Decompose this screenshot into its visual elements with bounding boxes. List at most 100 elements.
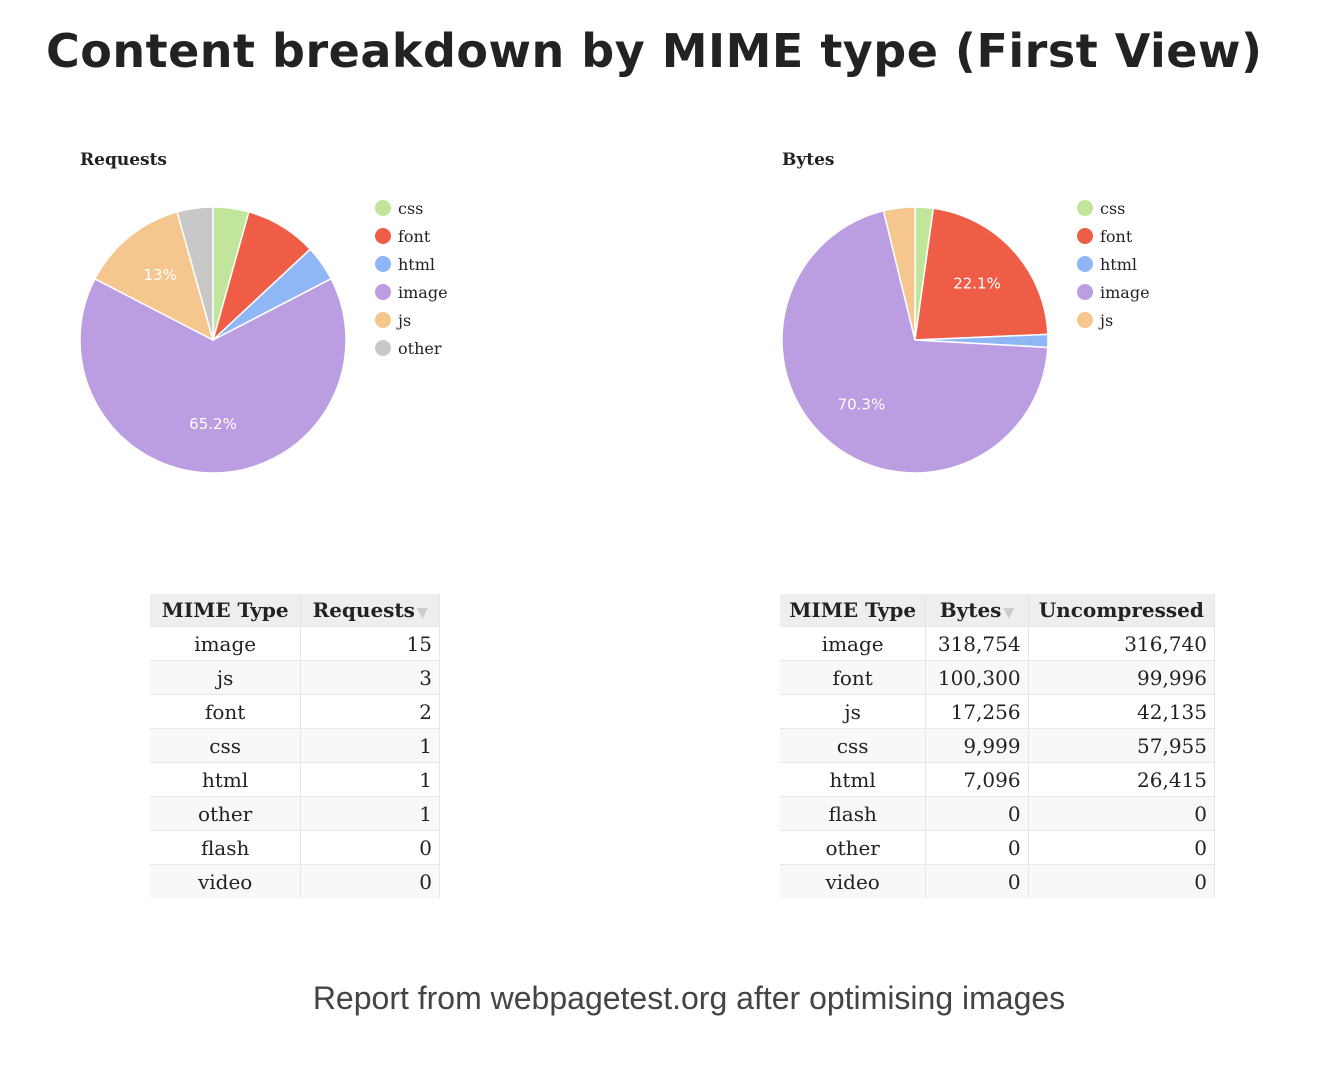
legend-item-image[interactable]: image: [1077, 278, 1150, 306]
legend-swatch-icon: [375, 256, 391, 272]
value-cell: 7,096: [925, 762, 1029, 797]
legend-item-css[interactable]: css: [1077, 194, 1150, 222]
legend-item-css[interactable]: css: [375, 194, 448, 222]
value-cell: 1: [300, 762, 440, 797]
legend-swatch-icon: [1077, 200, 1093, 216]
value-cell: 0: [300, 830, 440, 865]
value-cell: 100,300: [925, 660, 1029, 695]
mime-type-cell: css: [780, 728, 927, 763]
mime-type-cell: image: [780, 626, 927, 661]
mime-type-cell: js: [150, 660, 302, 695]
caption: Report from webpagetest.org after optimi…: [312, 980, 1066, 1016]
column-header-requests[interactable]: Requests ▼: [300, 594, 440, 627]
legend-swatch-icon: [1077, 312, 1093, 328]
legend-item-html[interactable]: html: [375, 250, 448, 278]
legend-swatch-icon: [1077, 284, 1093, 300]
table-row: video 0 0: [780, 864, 1216, 898]
pie-slice-js: [93, 211, 215, 342]
mime-type-cell: video: [150, 864, 302, 898]
table-row: css 9,999 57,955: [780, 728, 1216, 763]
table-row: other 0 0: [780, 830, 1216, 865]
table-row: html 7,096 26,415: [780, 762, 1216, 797]
table-row: image 318,754 316,740: [780, 626, 1216, 661]
column-header-mime-type[interactable]: MIME Type: [150, 594, 302, 627]
legend-item-js[interactable]: js: [375, 306, 448, 334]
value-cell: 17,256: [925, 694, 1029, 729]
value-cell: 2: [300, 694, 440, 729]
bytes-chart-title: Bytes: [782, 150, 835, 170]
sort-down-icon: ▼: [416, 605, 428, 621]
legend-swatch-icon: [375, 284, 391, 300]
table-row: css 1: [150, 728, 440, 763]
mime-type-cell: other: [150, 796, 302, 831]
legend-swatch-icon: [375, 312, 391, 328]
table-row: js 17,256 42,135: [780, 694, 1216, 729]
table-row: image 15: [150, 626, 440, 661]
value-cell: 42,135: [1028, 694, 1216, 729]
column-header-uncompressed[interactable]: Uncompressed: [1028, 594, 1216, 627]
value-cell: 0: [1028, 864, 1216, 898]
requests-chart-title: Requests: [80, 150, 168, 170]
table-row: video 0: [150, 864, 440, 898]
pie-slice-font: [914, 207, 1049, 341]
mime-type-cell: html: [150, 762, 302, 797]
legend-swatch-icon: [1077, 256, 1093, 272]
table-row: font 100,300 99,996: [780, 660, 1216, 695]
column-header-label: Bytes: [939, 598, 1002, 622]
value-cell: 1: [300, 728, 440, 763]
slice-label-js: 13%: [143, 266, 176, 284]
legend-label: font: [398, 226, 431, 246]
pie-slice-js: [882, 206, 916, 341]
value-cell: 15: [300, 626, 440, 661]
legend-label: font: [1100, 226, 1133, 246]
legend-item-image[interactable]: image: [375, 278, 448, 306]
legend-swatch-icon: [1077, 228, 1093, 244]
mime-type-cell: flash: [150, 830, 302, 865]
value-cell: 1: [300, 796, 440, 831]
legend-label: other: [398, 338, 442, 358]
legend-label: image: [1100, 282, 1150, 302]
legend-label: html: [398, 254, 436, 274]
value-cell: 26,415: [1028, 762, 1216, 797]
legend-item-html[interactable]: html: [1077, 250, 1150, 278]
legend-label: html: [1100, 254, 1138, 274]
bytes-legend: css font html image js: [1077, 194, 1150, 334]
value-cell: 3: [300, 660, 440, 695]
legend-swatch-icon: [375, 340, 391, 356]
requests-table: MIME Type Requests ▼ image 15 js 3 font 2 css 1 h…: [150, 594, 440, 898]
legend-label: js: [398, 310, 412, 330]
table-row: flash 0: [150, 830, 440, 865]
mime-type-cell: css: [150, 728, 302, 763]
legend-item-js[interactable]: js: [1077, 306, 1150, 334]
page-title: Content breakdown by MIME type (First Vi…: [46, 24, 1263, 78]
slice-label-image: 65.2%: [189, 415, 237, 433]
mime-type-cell: font: [780, 660, 927, 695]
value-cell: 0: [925, 864, 1029, 898]
slice-label-image: 70.3%: [838, 395, 886, 413]
legend-item-other[interactable]: other: [375, 334, 448, 362]
column-header-bytes[interactable]: Bytes ▼: [925, 594, 1029, 627]
requests-pie-chart: 65.2% 13%: [79, 206, 347, 474]
pie-slice-image: [79, 277, 347, 474]
legend-label: image: [398, 282, 448, 302]
pie-slice-other: [176, 206, 214, 341]
mime-type-cell: html: [780, 762, 927, 797]
slice-label-font: 22.1%: [953, 275, 1001, 293]
sort-down-icon: ▼: [1003, 605, 1015, 621]
legend-item-font[interactable]: font: [375, 222, 448, 250]
value-cell: 0: [300, 864, 440, 898]
legend-item-font[interactable]: font: [1077, 222, 1150, 250]
legend-swatch-icon: [375, 228, 391, 244]
legend-label: css: [398, 198, 424, 218]
mime-type-cell: other: [780, 830, 927, 865]
value-cell: 0: [925, 830, 1029, 865]
value-cell: 57,955: [1028, 728, 1216, 763]
bytes-pie-chart: 22.1% 70.3%: [781, 206, 1049, 474]
column-header-mime-type[interactable]: MIME Type: [780, 594, 927, 627]
value-cell: 0: [1028, 796, 1216, 831]
value-cell: 318,754: [925, 626, 1029, 661]
bytes-table: MIME Type Bytes ▼ Uncompressed image 318,7…: [780, 594, 1216, 898]
table-row: other 1: [150, 796, 440, 831]
mime-type-cell: flash: [780, 796, 927, 831]
mime-type-cell: font: [150, 694, 302, 729]
